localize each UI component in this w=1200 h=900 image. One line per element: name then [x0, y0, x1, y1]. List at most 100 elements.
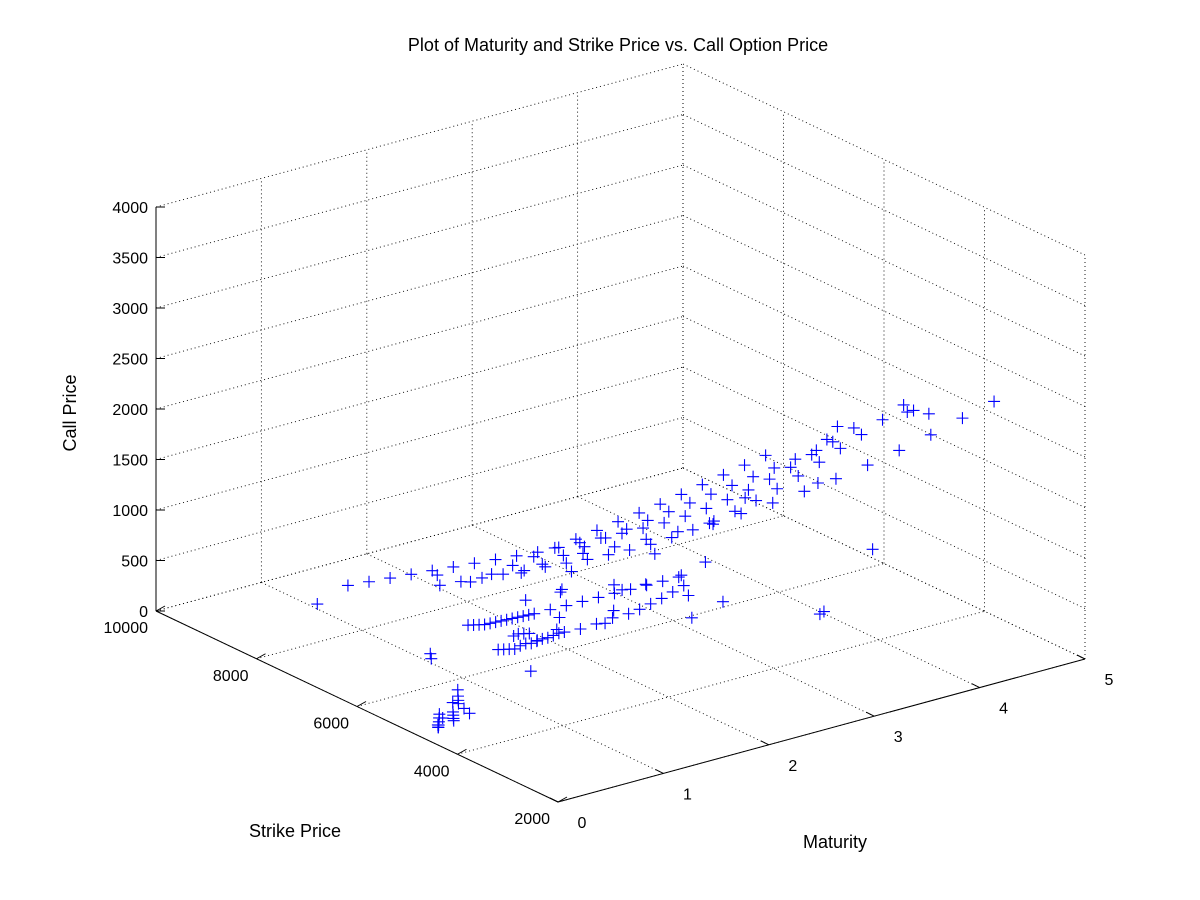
- data-point: [699, 556, 712, 569]
- data-point: [671, 525, 684, 538]
- data-point: [813, 456, 826, 469]
- data-point: [622, 607, 635, 620]
- data-point: [644, 597, 657, 610]
- data-point: [750, 494, 763, 507]
- data-point: [425, 652, 438, 665]
- data-point: [656, 575, 669, 588]
- data-point: [506, 612, 519, 625]
- data-point: [311, 598, 324, 611]
- data-point: [577, 547, 589, 560]
- x-tick-label: 4: [999, 701, 1008, 718]
- z-tick-label: 1000: [112, 503, 148, 520]
- data-point: [717, 468, 730, 481]
- data-point: [866, 543, 879, 556]
- data-point: [510, 549, 523, 562]
- data-point: [599, 617, 612, 630]
- gridline-side-call: [682, 63, 1086, 256]
- data-point: [620, 523, 633, 536]
- data-point: [518, 564, 531, 577]
- data-point: [829, 472, 842, 485]
- data-point: [341, 579, 354, 592]
- data-point: [789, 453, 802, 466]
- data-point: [726, 479, 739, 492]
- data-point: [560, 557, 573, 570]
- data-point: [766, 496, 779, 509]
- data-point: [524, 665, 537, 678]
- data-point: [893, 444, 906, 457]
- data-point: [519, 594, 532, 607]
- data-point: [547, 629, 560, 642]
- y-tick-mark: [256, 653, 266, 660]
- y-tick-label: 2000: [514, 811, 550, 828]
- data-point: [658, 516, 671, 529]
- data-point: [508, 642, 521, 655]
- data-point: [716, 595, 729, 608]
- x-tick-label: 0: [578, 815, 587, 832]
- data-point: [565, 565, 578, 578]
- grid-lines: [155, 63, 1086, 803]
- data-point: [922, 407, 935, 420]
- data-point: [536, 558, 549, 571]
- data-point: [784, 461, 797, 474]
- data-point: [431, 569, 444, 582]
- data-point: [544, 603, 557, 616]
- data-point: [592, 591, 605, 604]
- data-point: [541, 631, 554, 644]
- x-tick-label: 5: [1105, 672, 1114, 689]
- data-point: [817, 605, 830, 618]
- data-point: [489, 553, 502, 566]
- data-point: [675, 569, 688, 582]
- data-point: [672, 571, 685, 584]
- data-point: [810, 444, 823, 457]
- data-point: [682, 589, 695, 602]
- y-tick-label: 8000: [213, 668, 249, 685]
- data-point: [517, 610, 530, 623]
- data-point: [468, 557, 481, 570]
- y-tick-mark: [557, 796, 568, 803]
- data-point: [548, 541, 561, 554]
- data-point: [478, 618, 491, 631]
- gridline-floor-maturity: [366, 553, 769, 746]
- data-point: [500, 613, 513, 626]
- data-point: [655, 592, 668, 605]
- data-point: [452, 697, 465, 710]
- data-point: [648, 547, 661, 560]
- data-point: [536, 632, 549, 645]
- data-point: [768, 461, 781, 474]
- x-tick-mark: [655, 768, 664, 774]
- data-point: [607, 604, 620, 617]
- gridline-floor-maturity: [261, 581, 664, 774]
- data-point: [608, 540, 621, 553]
- data-point: [560, 599, 573, 612]
- data-point: [405, 568, 418, 581]
- data-point: [590, 617, 603, 630]
- z-tick-label: 2000: [112, 402, 148, 419]
- data-point: [641, 514, 654, 527]
- data-point: [363, 575, 376, 588]
- z-tick-label: 500: [121, 554, 148, 571]
- data-point: [855, 428, 868, 441]
- data-point: [798, 485, 811, 498]
- z-tick-label: 3000: [112, 301, 148, 318]
- x-tick-label: 1: [683, 786, 692, 803]
- data-point: [763, 473, 776, 486]
- data-point: [528, 607, 541, 620]
- data-point: [476, 571, 489, 584]
- gridline-floor-strike: [457, 610, 985, 755]
- data-point: [637, 522, 650, 535]
- z-tick-label: 1500: [112, 453, 148, 470]
- data-point: [907, 404, 920, 417]
- data-point: [523, 627, 536, 640]
- data-point: [531, 634, 544, 647]
- data-point: [464, 575, 477, 588]
- data-point: [654, 498, 667, 511]
- data-point: [515, 566, 528, 579]
- data-point: [539, 560, 552, 573]
- data-point: [707, 518, 720, 531]
- gridline-floor-strike: [256, 515, 784, 660]
- data-point: [665, 531, 678, 544]
- z-tick-label: 2500: [112, 352, 148, 369]
- data-point: [700, 502, 713, 515]
- data-point: [514, 639, 527, 652]
